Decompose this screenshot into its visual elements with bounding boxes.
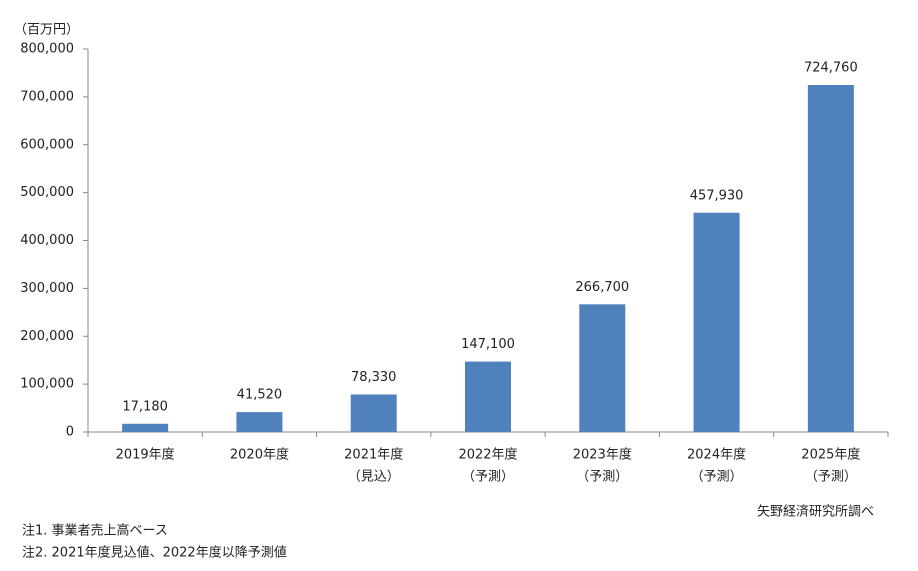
bar [350,394,397,432]
value-label: 266,700 [575,280,629,295]
y-tick-label: 500,000 [20,185,74,200]
y-tick-label: 300,000 [20,281,74,296]
x-tick-label: 2025年度 [801,447,860,463]
value-label: 78,330 [351,370,397,385]
bar [807,85,854,432]
x-tick-note: （予測） [691,470,743,485]
y-tick-label: 800,000 [20,42,74,57]
value-label: 41,520 [237,388,283,403]
source: 矢野経済研究所調べ [757,504,874,520]
note: 注2. 2021年度見込値、2022年度以降予測値 [22,545,287,561]
y-tick-label: 100,000 [20,377,74,392]
y-tick-label: 200,000 [20,329,74,344]
x-tick-note: （見込） [348,470,400,485]
x-tick-label: 2020年度 [230,447,289,463]
y-tick-label: 600,000 [20,137,74,152]
value-label: 147,100 [461,337,515,352]
y-tick-label: 400,000 [20,233,74,248]
x-tick-label: 2024年度 [687,447,746,463]
value-label: 724,760 [804,61,858,76]
x-tick-label: 2021年度 [344,447,403,463]
bar [122,423,169,432]
x-tick-label: 2023年度 [573,447,632,463]
y-tick-label: 0 [66,425,74,440]
bar [236,412,283,432]
bar [465,361,511,432]
x-tick-note: （予測） [576,470,628,485]
unit-label: （百万円） [14,23,79,38]
value-label: 17,180 [122,399,168,414]
bar [693,212,740,432]
value-label: 457,930 [690,188,744,203]
x-tick-label: 2019年度 [116,447,175,463]
x-tick-note: （予測） [462,470,514,485]
bar [579,304,626,432]
x-tick-label: 2022年度 [458,447,517,463]
note: 注1. 事業者売上高ベース [22,523,168,539]
x-tick-note: （予測） [805,470,857,485]
y-tick-label: 700,000 [20,89,74,104]
